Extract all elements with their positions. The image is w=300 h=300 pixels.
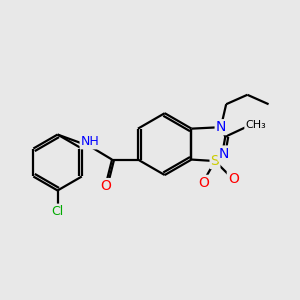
Text: O: O — [198, 176, 209, 190]
Text: O: O — [100, 179, 111, 193]
Text: N: N — [216, 120, 226, 134]
Text: S: S — [211, 154, 219, 168]
Text: O: O — [228, 172, 239, 186]
Text: CH₃: CH₃ — [245, 120, 266, 130]
Text: Cl: Cl — [51, 205, 64, 218]
Text: NH: NH — [81, 135, 99, 148]
Text: N: N — [219, 146, 229, 161]
